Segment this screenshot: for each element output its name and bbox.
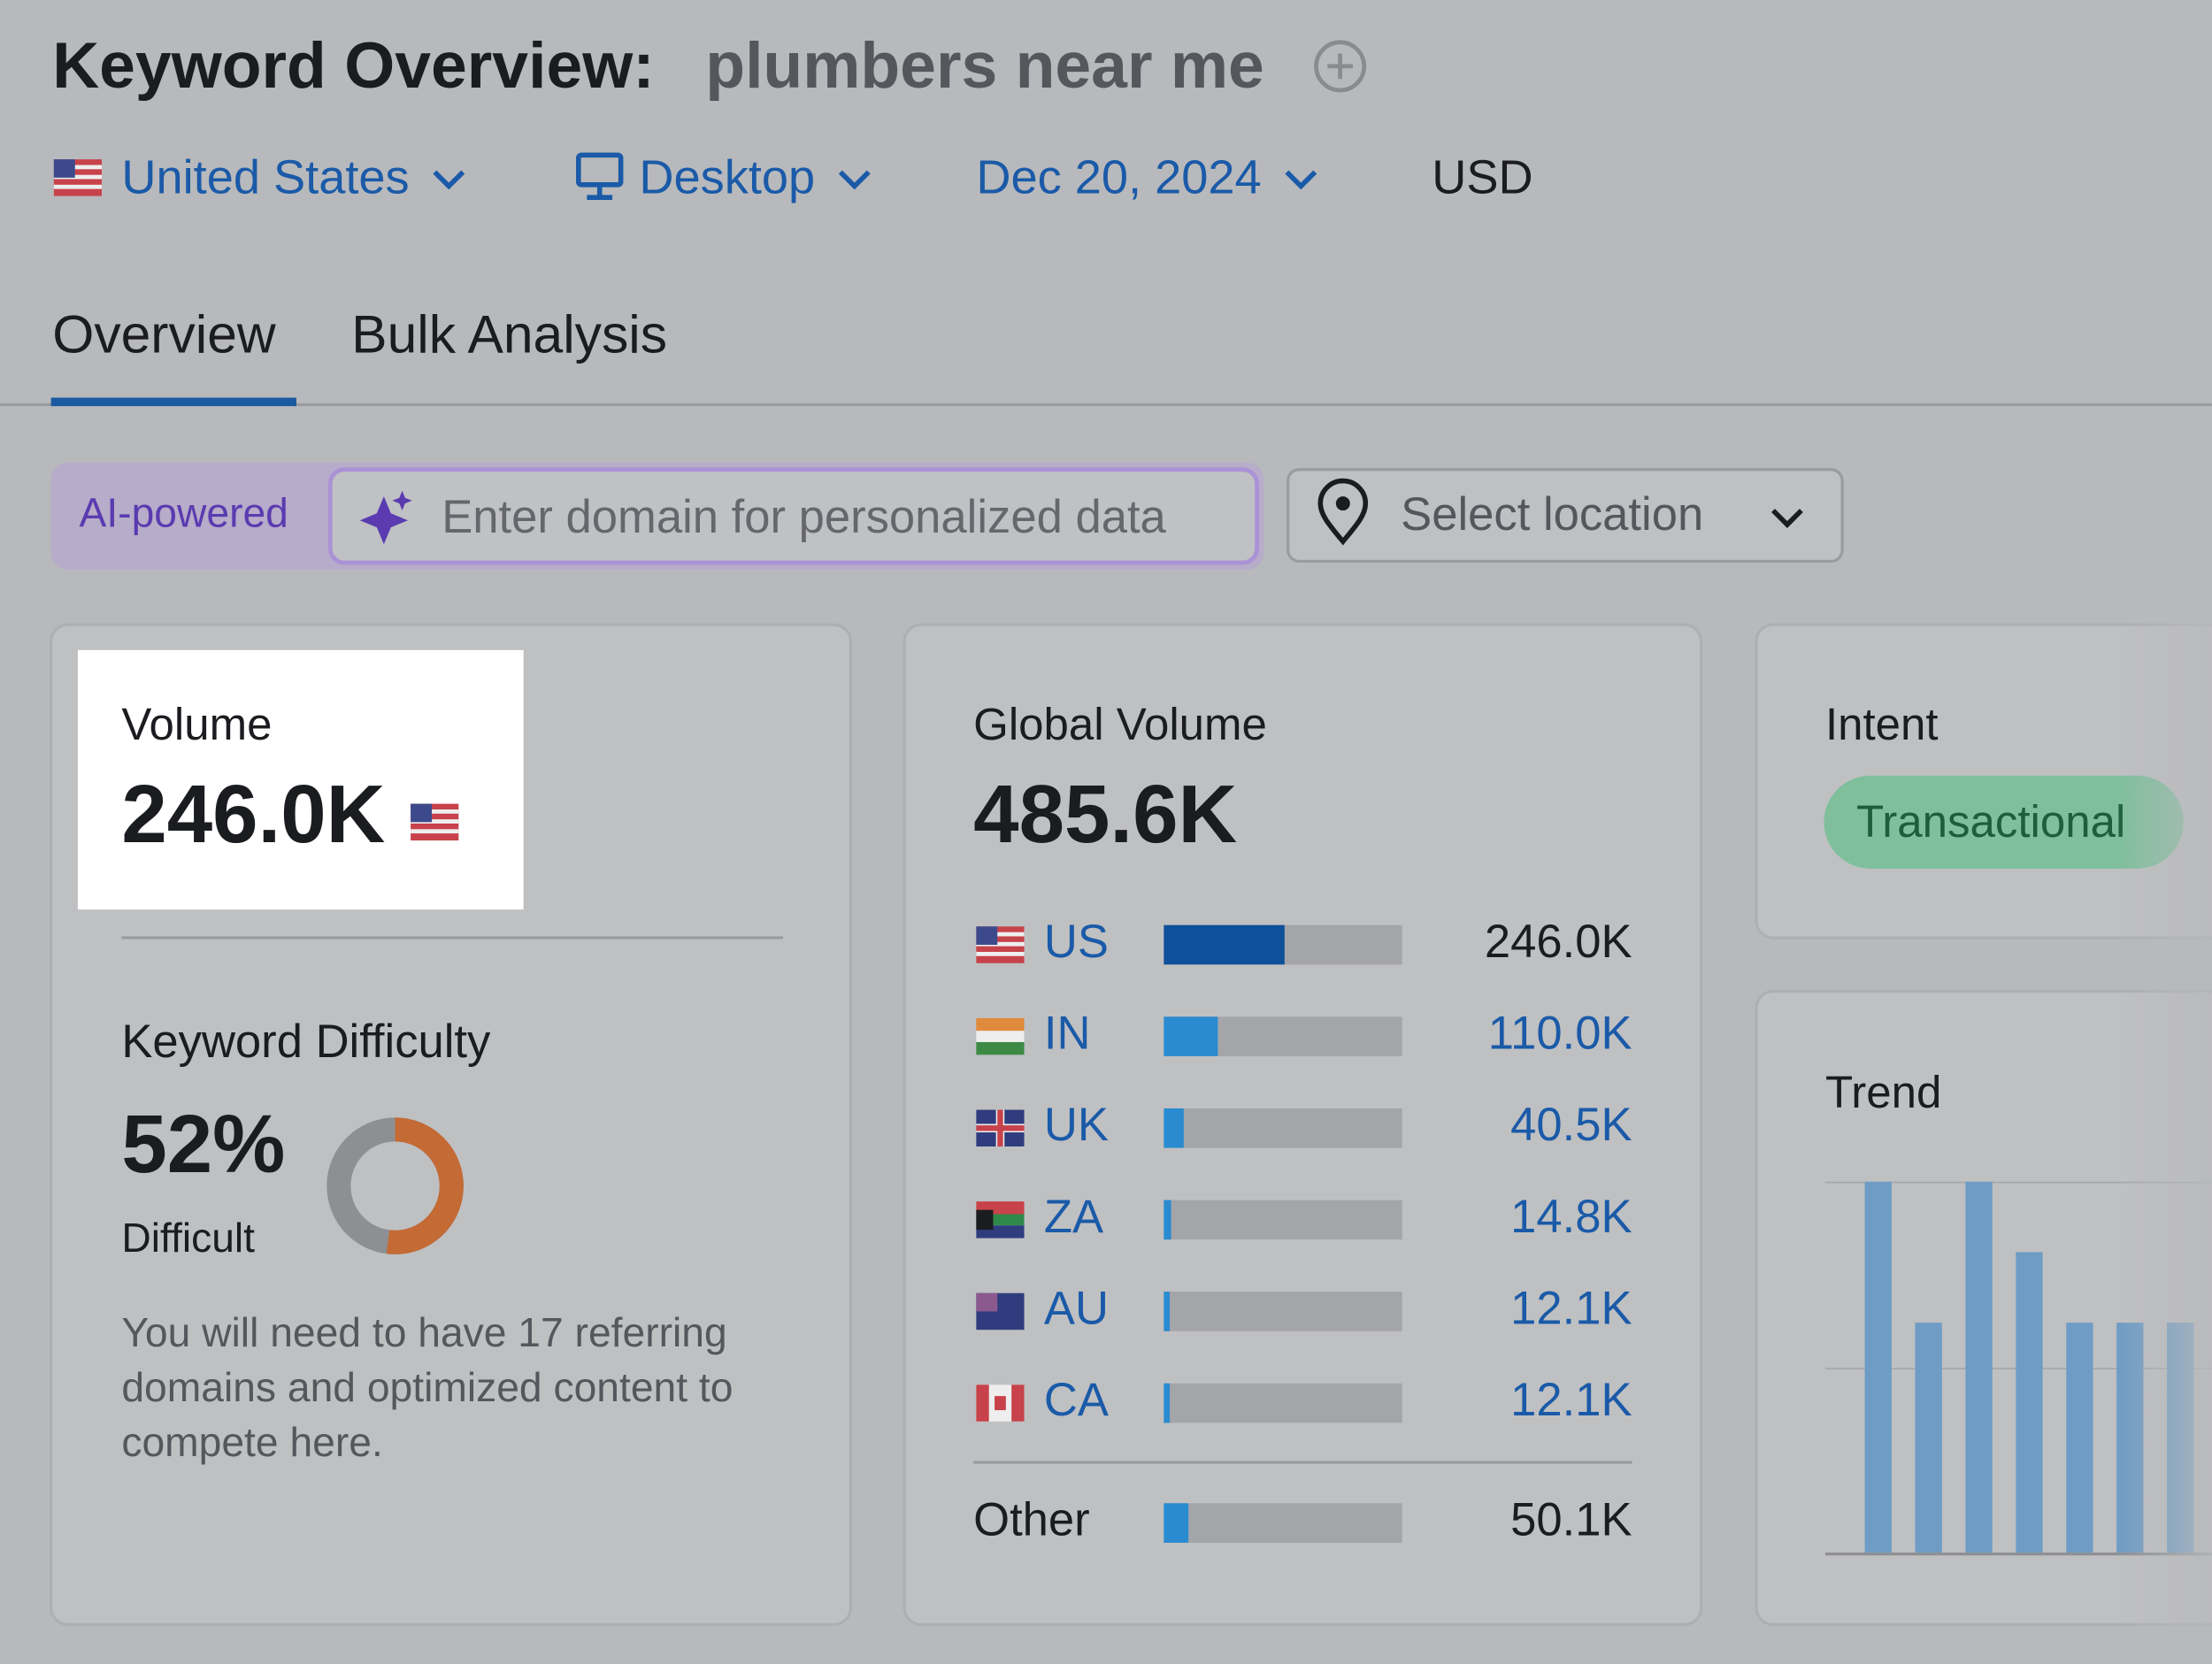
country-code: AU — [1044, 1282, 1109, 1334]
chevron-icon — [1771, 509, 1803, 528]
desktop-icon — [576, 152, 624, 200]
location-select[interactable] — [1286, 468, 1844, 564]
country-code: CA — [1044, 1374, 1109, 1426]
trend-title: Trend — [1825, 1067, 1941, 1117]
bar — [1164, 1200, 1171, 1240]
device-selector[interactable]: Desktop — [639, 150, 815, 203]
chevron-icon — [1285, 170, 1317, 190]
country-code: UK — [1044, 1099, 1109, 1151]
tab-overview[interactable]: Overview — [52, 304, 276, 364]
difficulty-value: 52% — [121, 1098, 285, 1190]
volume-value: 110.0K — [1488, 1008, 1632, 1060]
other-label: Other — [973, 1493, 1090, 1545]
trend-bar — [1864, 1181, 1892, 1553]
sparkle-icon — [359, 490, 412, 545]
difficulty-note: compete here. — [121, 1419, 382, 1465]
page-title: Keyword Overview: — [52, 29, 654, 102]
bar — [1164, 1016, 1218, 1056]
difficulty-note: You will need to have 17 referring — [121, 1309, 726, 1355]
volume-value: 14.8K — [1510, 1191, 1632, 1243]
volume-value: 50.1K — [1510, 1493, 1632, 1545]
bar — [1164, 924, 1285, 965]
chevron-icon — [838, 170, 871, 190]
bar — [1164, 1383, 1171, 1423]
bar — [1164, 1292, 1171, 1331]
volume-value: 246.0K — [1485, 916, 1632, 968]
keyword: plumbers near me — [705, 29, 1264, 102]
country-code: IN — [1044, 1008, 1091, 1060]
tab-divider — [0, 403, 2212, 407]
flag-icon — [976, 1384, 1025, 1422]
country-code: US — [1044, 916, 1109, 968]
bar — [1164, 1108, 1184, 1148]
bar-track — [1164, 1108, 1402, 1148]
domain-input[interactable] — [327, 467, 1259, 565]
flag-icon — [411, 803, 459, 841]
trend-bar — [1915, 1323, 1942, 1553]
bar-track — [1164, 1503, 1402, 1543]
global-volume-value: 485.6K — [973, 768, 1237, 860]
difficulty-arc — [326, 1117, 464, 1254]
bar — [1164, 1503, 1189, 1543]
flag-icon — [976, 1017, 1025, 1055]
flag-icon — [976, 1201, 1025, 1238]
global-volume-title: Global Volume — [973, 699, 1267, 749]
volume-value: 12.1K — [1510, 1282, 1632, 1334]
edge-fade — [2116, 620, 2212, 1637]
trend-bar — [2016, 1252, 2043, 1553]
intent-pill — [1824, 775, 2184, 869]
volume-value: 246.0K — [121, 768, 385, 860]
add-keyword-button[interactable] — [1314, 40, 1367, 93]
baseline — [1824, 1553, 2212, 1556]
country-selector[interactable]: United States — [121, 150, 409, 203]
bar-track — [1164, 1292, 1402, 1331]
bar-track — [1164, 1200, 1402, 1240]
volume-title: Volume — [121, 699, 272, 749]
volume-value: 12.1K — [1510, 1374, 1632, 1426]
country-code: ZA — [1044, 1191, 1103, 1243]
trend-bar — [2066, 1323, 2093, 1553]
flag-icon — [976, 926, 1025, 963]
divider — [973, 1461, 1632, 1464]
intent-title: Intent — [1825, 699, 1939, 749]
flag-icon — [976, 1292, 1025, 1330]
volume-value: 40.5K — [1510, 1099, 1632, 1151]
intent-value: Transactional — [1856, 796, 2125, 847]
divider — [121, 936, 783, 939]
difficulty-level: Difficult — [121, 1215, 255, 1261]
bar-track — [1164, 1383, 1402, 1423]
chevron-icon — [433, 170, 465, 190]
date-selector[interactable]: Dec 20, 2024 — [976, 150, 1261, 203]
ai-badge: AI-powered — [80, 490, 288, 536]
highlight-box — [77, 649, 524, 910]
us-flag-icon — [53, 159, 103, 196]
currency: USD — [1432, 150, 1532, 203]
flag-icon — [976, 1109, 1025, 1146]
location-placeholder: Select location — [1401, 488, 1703, 541]
domain-placeholder: Enter domain for personalized data — [442, 491, 1166, 543]
difficulty-title: Keyword Difficulty — [121, 1016, 491, 1068]
grid-line — [1824, 1181, 2212, 1184]
trend-bar — [1965, 1181, 1993, 1553]
difficulty-note: domains and optimized content to — [121, 1364, 733, 1410]
active-tab-indicator — [50, 397, 297, 407]
pin-icon — [1317, 478, 1369, 546]
tab-bulk-analysis[interactable]: Bulk Analysis — [351, 304, 667, 364]
